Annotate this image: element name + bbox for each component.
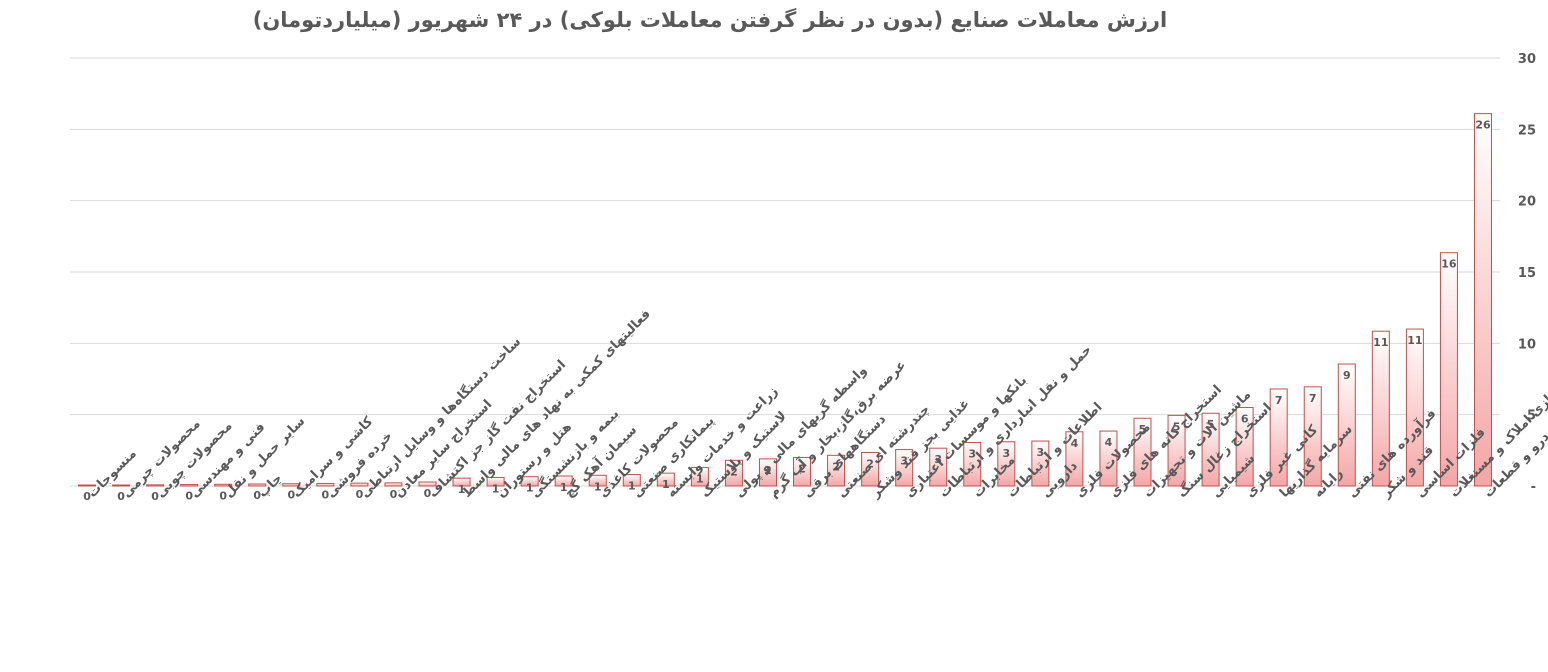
data-label: 0 — [151, 490, 159, 503]
data-label: 7 — [1309, 392, 1317, 405]
data-label: 5 — [1207, 418, 1215, 431]
data-label: 1 — [662, 478, 670, 491]
bar — [1167, 414, 1186, 487]
bar — [1201, 412, 1220, 487]
y-tick-label: 10 — [1518, 337, 1536, 352]
bar — [1031, 440, 1050, 487]
bar — [180, 484, 199, 487]
data-label: 6 — [1241, 413, 1249, 426]
bar — [588, 474, 607, 487]
data-label: 3 — [1037, 446, 1045, 459]
bar — [1235, 407, 1254, 487]
data-label: 11 — [1373, 336, 1388, 349]
bar — [895, 449, 914, 487]
bar — [1371, 330, 1390, 487]
data-label: 1 — [594, 480, 602, 493]
bar — [384, 482, 403, 487]
data-label: 3 — [1002, 447, 1010, 460]
bar — [1405, 328, 1424, 487]
data-label: 4 — [1105, 436, 1113, 449]
bar — [214, 483, 233, 487]
bar — [1099, 430, 1118, 487]
data-label: 16 — [1441, 258, 1457, 271]
bar — [1065, 431, 1084, 487]
data-label: 0 — [424, 487, 432, 500]
y-tick-label: 15 — [1518, 266, 1536, 281]
bar — [418, 481, 437, 487]
data-label: 7 — [1275, 394, 1283, 407]
data-label: 0 — [219, 489, 227, 502]
bar — [146, 484, 165, 487]
y-tick-label: 20 — [1518, 195, 1536, 210]
bar — [622, 474, 641, 487]
data-label: 2 — [730, 465, 738, 478]
data-label: 2 — [832, 460, 840, 473]
bar — [758, 458, 777, 487]
bar — [861, 451, 880, 487]
bar — [1473, 113, 1492, 487]
bar — [452, 477, 471, 487]
bar — [112, 484, 131, 487]
data-label: 1 — [560, 481, 568, 494]
bar — [1337, 363, 1356, 487]
y-tick-label: - — [1531, 480, 1536, 495]
bar — [929, 447, 948, 487]
data-label: 0 — [185, 490, 193, 503]
bar — [997, 441, 1016, 487]
data-label: 1 — [696, 472, 704, 485]
bar — [282, 483, 301, 487]
bar — [520, 476, 539, 487]
bar — [1303, 386, 1322, 487]
data-label: 3 — [900, 455, 908, 468]
data-label: 0 — [356, 488, 364, 501]
bar — [248, 483, 267, 487]
data-label: 11 — [1407, 334, 1422, 347]
data-label: 5 — [1139, 423, 1147, 436]
data-label: 0 — [390, 488, 398, 501]
bar — [554, 475, 573, 487]
bar — [963, 441, 982, 487]
data-label: 0 — [253, 489, 261, 502]
data-label: 0 — [117, 490, 125, 503]
bar — [316, 482, 335, 487]
data-label: 0 — [287, 489, 295, 502]
data-label: 1 — [526, 482, 534, 495]
data-label: 3 — [968, 447, 976, 460]
data-label: 3 — [934, 453, 942, 466]
bar — [690, 466, 709, 487]
data-label: 2 — [764, 464, 772, 477]
bar — [78, 484, 97, 487]
y-tick-label: 30 — [1518, 52, 1536, 67]
bar — [1439, 252, 1458, 487]
data-label: 2 — [866, 457, 874, 470]
bar — [656, 472, 675, 487]
data-label: 1 — [492, 482, 500, 495]
data-label: 1 — [628, 480, 636, 493]
data-label: 0 — [322, 488, 330, 501]
bar — [793, 456, 812, 487]
data-label: 9 — [1343, 369, 1351, 382]
data-label: 0 — [83, 490, 91, 503]
bar — [724, 459, 743, 487]
chart-title: ارزش معاملات صنایع (بدون در نظر گرفتن مع… — [252, 8, 1168, 32]
bar — [486, 476, 505, 487]
bar — [827, 454, 846, 487]
y-tick-label: 25 — [1518, 123, 1536, 138]
data-label: 26 — [1475, 119, 1491, 132]
bar — [350, 482, 369, 487]
y-tick-label: 5 — [1527, 409, 1536, 424]
data-label: 4 — [1071, 437, 1079, 450]
data-label: 5 — [1173, 420, 1181, 433]
data-label: 2 — [798, 462, 806, 475]
data-label: 1 — [458, 483, 466, 496]
bar — [1269, 388, 1288, 487]
bar — [1133, 417, 1152, 487]
